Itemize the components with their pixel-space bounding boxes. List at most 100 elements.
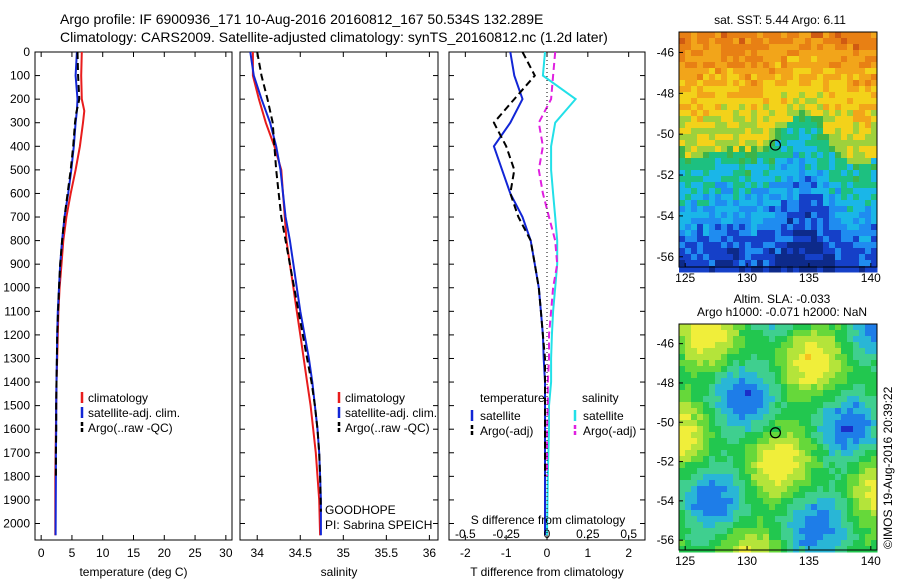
map-cell	[679, 230, 686, 237]
map-cell	[703, 390, 710, 397]
map-cell	[739, 372, 746, 379]
map-cell	[751, 68, 758, 75]
map-cell	[829, 324, 836, 331]
map-cell	[709, 110, 716, 117]
y-tick-label: 1400	[3, 375, 30, 389]
map-cell	[817, 366, 824, 373]
map-cell	[775, 330, 782, 337]
map-cell	[745, 432, 752, 439]
map-cell	[823, 92, 830, 99]
temperature-panel: 0 5 10 15 20 25 300100200300400500600700800900…	[3, 45, 233, 579]
map-cell	[805, 324, 812, 331]
map-cell	[829, 212, 836, 219]
map-cell	[847, 390, 854, 397]
map-cell	[805, 468, 812, 475]
map-cell	[787, 546, 794, 553]
map-cell	[793, 170, 800, 177]
map-cell	[763, 438, 770, 445]
map-cell	[793, 152, 800, 159]
map-cell	[709, 384, 716, 391]
map-cell	[841, 534, 848, 541]
map-cell	[841, 248, 848, 255]
map-cell	[799, 372, 806, 379]
map-cell	[793, 324, 800, 331]
map-cell	[745, 516, 752, 523]
legend-label: Argo(-adj)	[583, 424, 636, 438]
map-cell	[745, 104, 752, 111]
map-cell	[691, 176, 698, 183]
map-cell	[829, 456, 836, 463]
map-cell	[841, 546, 848, 553]
map-cell	[751, 32, 758, 39]
map-cell	[727, 38, 734, 45]
map-cell	[733, 528, 740, 535]
map-cell	[781, 504, 788, 511]
map-cell	[757, 444, 764, 451]
map-cell	[733, 396, 740, 403]
map-cell	[709, 134, 716, 141]
map-cell	[811, 390, 818, 397]
map-cell	[853, 492, 860, 499]
map-cell	[805, 170, 812, 177]
map-cell	[847, 450, 854, 457]
map-cell	[769, 50, 776, 57]
map-cell	[835, 134, 842, 141]
map-cell	[781, 528, 788, 535]
map-cell	[745, 152, 752, 159]
map-cell	[787, 266, 794, 273]
map-cell	[703, 104, 710, 111]
map-cell	[697, 438, 704, 445]
map-cell	[793, 134, 800, 141]
map-cell	[841, 266, 848, 273]
map-cell	[787, 110, 794, 117]
map-cell	[835, 80, 842, 87]
map-cell	[691, 236, 698, 243]
map-cell	[727, 522, 734, 529]
map-cell	[835, 330, 842, 337]
map-cell	[769, 522, 776, 529]
map-cell	[751, 50, 758, 57]
map-cell	[823, 432, 830, 439]
map-cell	[679, 182, 686, 189]
map-cell	[679, 426, 686, 433]
map-cell	[829, 462, 836, 469]
map-cell	[787, 462, 794, 469]
map-cell	[727, 348, 734, 355]
map-cell	[763, 456, 770, 463]
map-cell	[787, 510, 794, 517]
map-cell	[733, 372, 740, 379]
map-cell	[679, 324, 686, 331]
map-cell	[685, 330, 692, 337]
map-cell	[733, 426, 740, 433]
map-cell	[859, 396, 866, 403]
map-cell	[709, 218, 716, 225]
map-cell	[811, 158, 818, 165]
map-cell	[775, 432, 782, 439]
map-cell	[745, 92, 752, 99]
map-cell	[739, 152, 746, 159]
map-cell	[811, 450, 818, 457]
map-cell	[703, 420, 710, 427]
map-cell	[763, 122, 770, 129]
map-cell	[829, 534, 836, 541]
map-cell	[859, 462, 866, 469]
map-cell	[835, 38, 842, 45]
map-cell	[721, 200, 728, 207]
map-cell	[871, 354, 878, 361]
map-cell	[847, 86, 854, 93]
map-cell	[727, 504, 734, 511]
map-cell	[733, 444, 740, 451]
map-cell	[805, 336, 812, 343]
map-cell	[751, 116, 758, 123]
map-cell	[799, 432, 806, 439]
map-cell	[793, 68, 800, 75]
map-cell	[715, 348, 722, 355]
map-cell	[745, 402, 752, 409]
map-cell	[859, 50, 866, 57]
map-cell	[817, 468, 824, 475]
map-cell	[811, 414, 818, 421]
map-cell	[871, 212, 878, 219]
map-cell	[835, 224, 842, 231]
map-cell	[769, 86, 776, 93]
map-cell	[787, 324, 794, 331]
